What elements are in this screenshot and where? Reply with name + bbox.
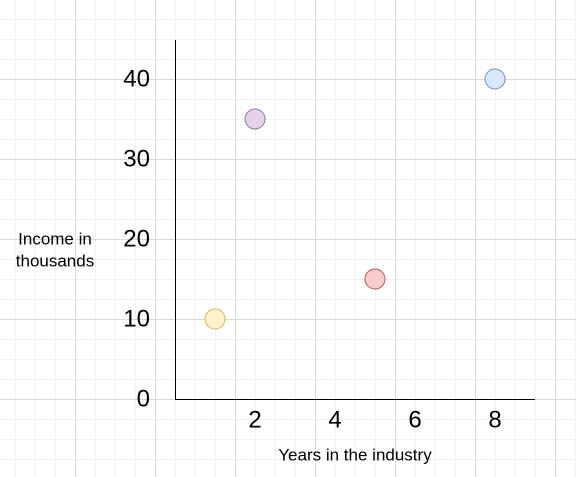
y-tick-label: 30 <box>123 146 150 173</box>
y-tick-label: 10 <box>123 306 150 333</box>
data-point <box>204 308 226 330</box>
data-point <box>364 268 386 290</box>
y-axis-title-line-1: Income in <box>18 230 92 249</box>
y-tick-label: 0 <box>137 386 150 413</box>
data-points <box>204 68 506 330</box>
y-tick-label: 40 <box>123 66 150 93</box>
x-tick-label: 4 <box>328 407 341 434</box>
x-tick-label: 2 <box>248 407 261 434</box>
x-tick-label: 6 <box>408 407 421 434</box>
x-axis-title: Years in the industry <box>278 446 432 465</box>
data-point <box>484 68 506 90</box>
y-tick-labels: 0 10 20 30 40 <box>123 66 150 413</box>
x-tick-label: 8 <box>488 407 501 434</box>
x-tick-labels: 2 4 6 8 <box>248 407 501 434</box>
y-tick-label: 20 <box>123 226 150 253</box>
data-point <box>244 108 266 130</box>
y-axis-title-line-2: thousands <box>16 252 94 271</box>
